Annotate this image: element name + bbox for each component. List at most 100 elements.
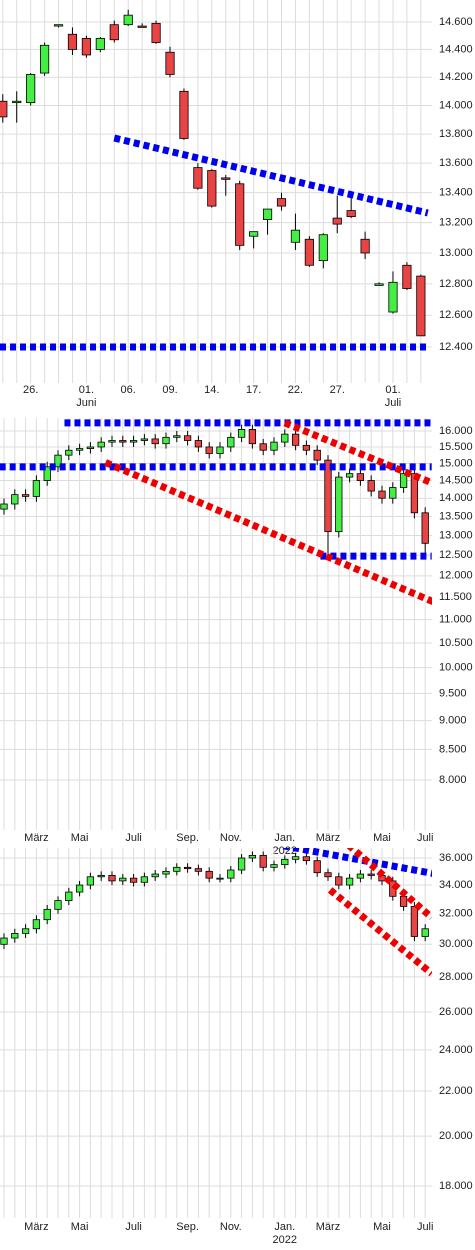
candle-body [345,473,354,478]
x-tick-label: Juli [125,832,142,844]
y-tick-label: 14.000 [439,492,473,504]
y-tick-label: 28.000 [439,971,473,983]
candle-body [109,24,119,41]
y-tick-label: 14.400 [439,43,473,55]
candle-body [123,14,133,26]
candle-body [276,198,287,207]
candle-body [108,440,116,443]
candle-body [86,446,95,449]
x-tick-label: 01. [79,384,94,396]
candle-body [129,877,138,883]
y-tick-label: 14.500 [439,474,473,486]
candle-body [11,932,19,939]
y-tick-label: 8.000 [439,774,467,786]
candle-body [137,25,147,28]
y-tick-label: 14.600 [439,16,473,28]
y-tick-label: 13.000 [439,247,473,259]
x-tick-label: 17. [246,384,261,396]
trend-line [113,134,429,217]
trend-line [283,419,432,487]
x-sublabel: Juli [385,397,402,409]
candle-body [151,22,161,43]
candle-body [43,466,51,481]
candle-body [335,876,343,886]
candle-body [40,44,50,74]
candle-body [399,473,408,488]
candle-body [119,440,127,443]
x-tick-label: März [24,832,48,844]
candle-body [374,283,384,286]
y-tick-label: 15.500 [439,441,473,453]
candle-body [356,473,365,481]
candle-body [75,884,84,893]
x-tick-label: Jan. [274,832,295,844]
candle-body [97,875,105,878]
trend-line [327,887,432,977]
y-tick-label: 12.800 [439,278,473,290]
candle-body [410,906,419,937]
candle-body [281,858,289,866]
candle-body [97,441,105,448]
x-tick-label: 09. [162,384,177,396]
y-tick-label: 10.500 [439,637,473,649]
candle-body [235,183,245,246]
x-tick-label: 01. [385,384,400,396]
x-tick-label: März [316,832,340,844]
candle-body [290,229,301,243]
candle-body [65,449,73,456]
candle-body [140,438,149,441]
y-tick-label: 11.500 [439,591,472,603]
candle-body [0,503,8,510]
x-tick-label: März [24,1221,48,1233]
candle-body [65,891,73,902]
y-tick-label: 9.000 [439,715,467,727]
y-tick-label: 34.000 [439,879,473,891]
candle-body [207,170,217,207]
candle-body [221,177,231,180]
candle-body [302,856,311,862]
y-tick-label: 13.600 [439,157,473,169]
candle-body [332,217,342,225]
y-tick-label: 14.000 [439,99,473,111]
x-tick-label: Juli [417,832,434,844]
candle-body [360,238,370,254]
y-tick-label: 12.600 [439,309,473,321]
candle-body [0,100,8,118]
x-tick-label: 26. [23,384,38,396]
candle-body [216,446,224,454]
candle-body [262,208,273,220]
candle-body [399,895,408,907]
candle-body [389,487,397,499]
candle-body [249,231,259,237]
candle-body [421,928,429,937]
y-tick-label: 13.800 [439,128,473,140]
x-tick-label: Nov. [220,832,242,844]
candle-body [291,856,300,860]
x-tick-label: Mai [373,1221,391,1233]
y-tick-label: 18.000 [439,1180,473,1192]
y-tick-label: 32.000 [439,908,473,920]
candle-body [173,866,181,872]
candle-body [12,100,22,104]
x-sublabel: 2022 [273,1234,297,1246]
y-tick-label: 20.000 [439,1130,473,1142]
candle-body [194,868,203,872]
candle-body [410,473,419,514]
candle-body [179,90,189,139]
y-tick-label: 24.000 [439,1044,473,1056]
candle-body [313,449,321,461]
candle-body [173,435,181,438]
candle-body [26,74,36,104]
candle-body [248,854,257,859]
candle-body [402,264,412,289]
candle-body [11,494,19,505]
x-tick-label: Nov. [220,1221,242,1233]
candle-body [205,870,213,879]
trend-line [104,459,432,606]
candle-body [346,210,356,217]
candle-body [421,512,429,544]
x-tick-label: Juli [125,1221,142,1233]
candle-body [227,436,235,448]
x-tick-label: März [316,1221,340,1233]
candle-body [86,876,95,886]
